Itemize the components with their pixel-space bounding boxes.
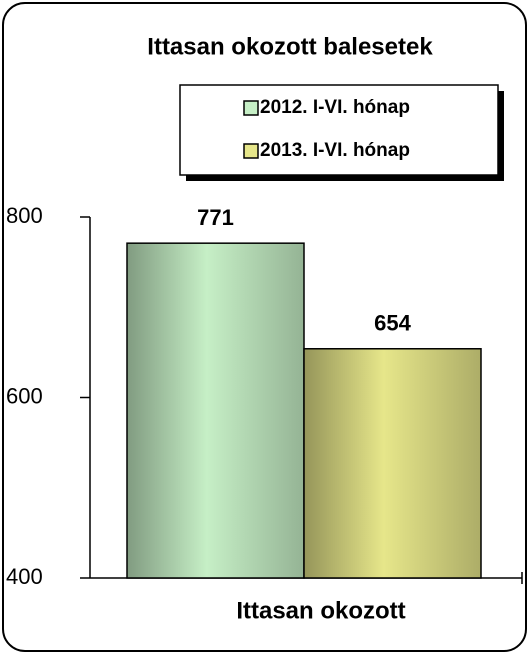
x-tick-label: Ittasan okozott	[236, 597, 405, 624]
value-label: 654	[374, 311, 411, 336]
bar-shade	[304, 348, 481, 578]
legend	[179, 84, 499, 176]
y-tick-label: 800	[6, 203, 43, 228]
legend-swatch	[243, 143, 259, 159]
chart-title: Ittasan okozott balesetek	[147, 33, 433, 60]
legend-label: 2012. I-VI. hónap	[260, 97, 410, 118]
legend-swatch	[243, 100, 259, 116]
legend-label: 2013. I-VI. hónap	[260, 140, 410, 161]
y-tick-label: 600	[6, 383, 43, 408]
y-tick-label: 400	[6, 564, 43, 589]
value-label: 771	[197, 205, 234, 230]
bar-shade	[127, 243, 304, 579]
